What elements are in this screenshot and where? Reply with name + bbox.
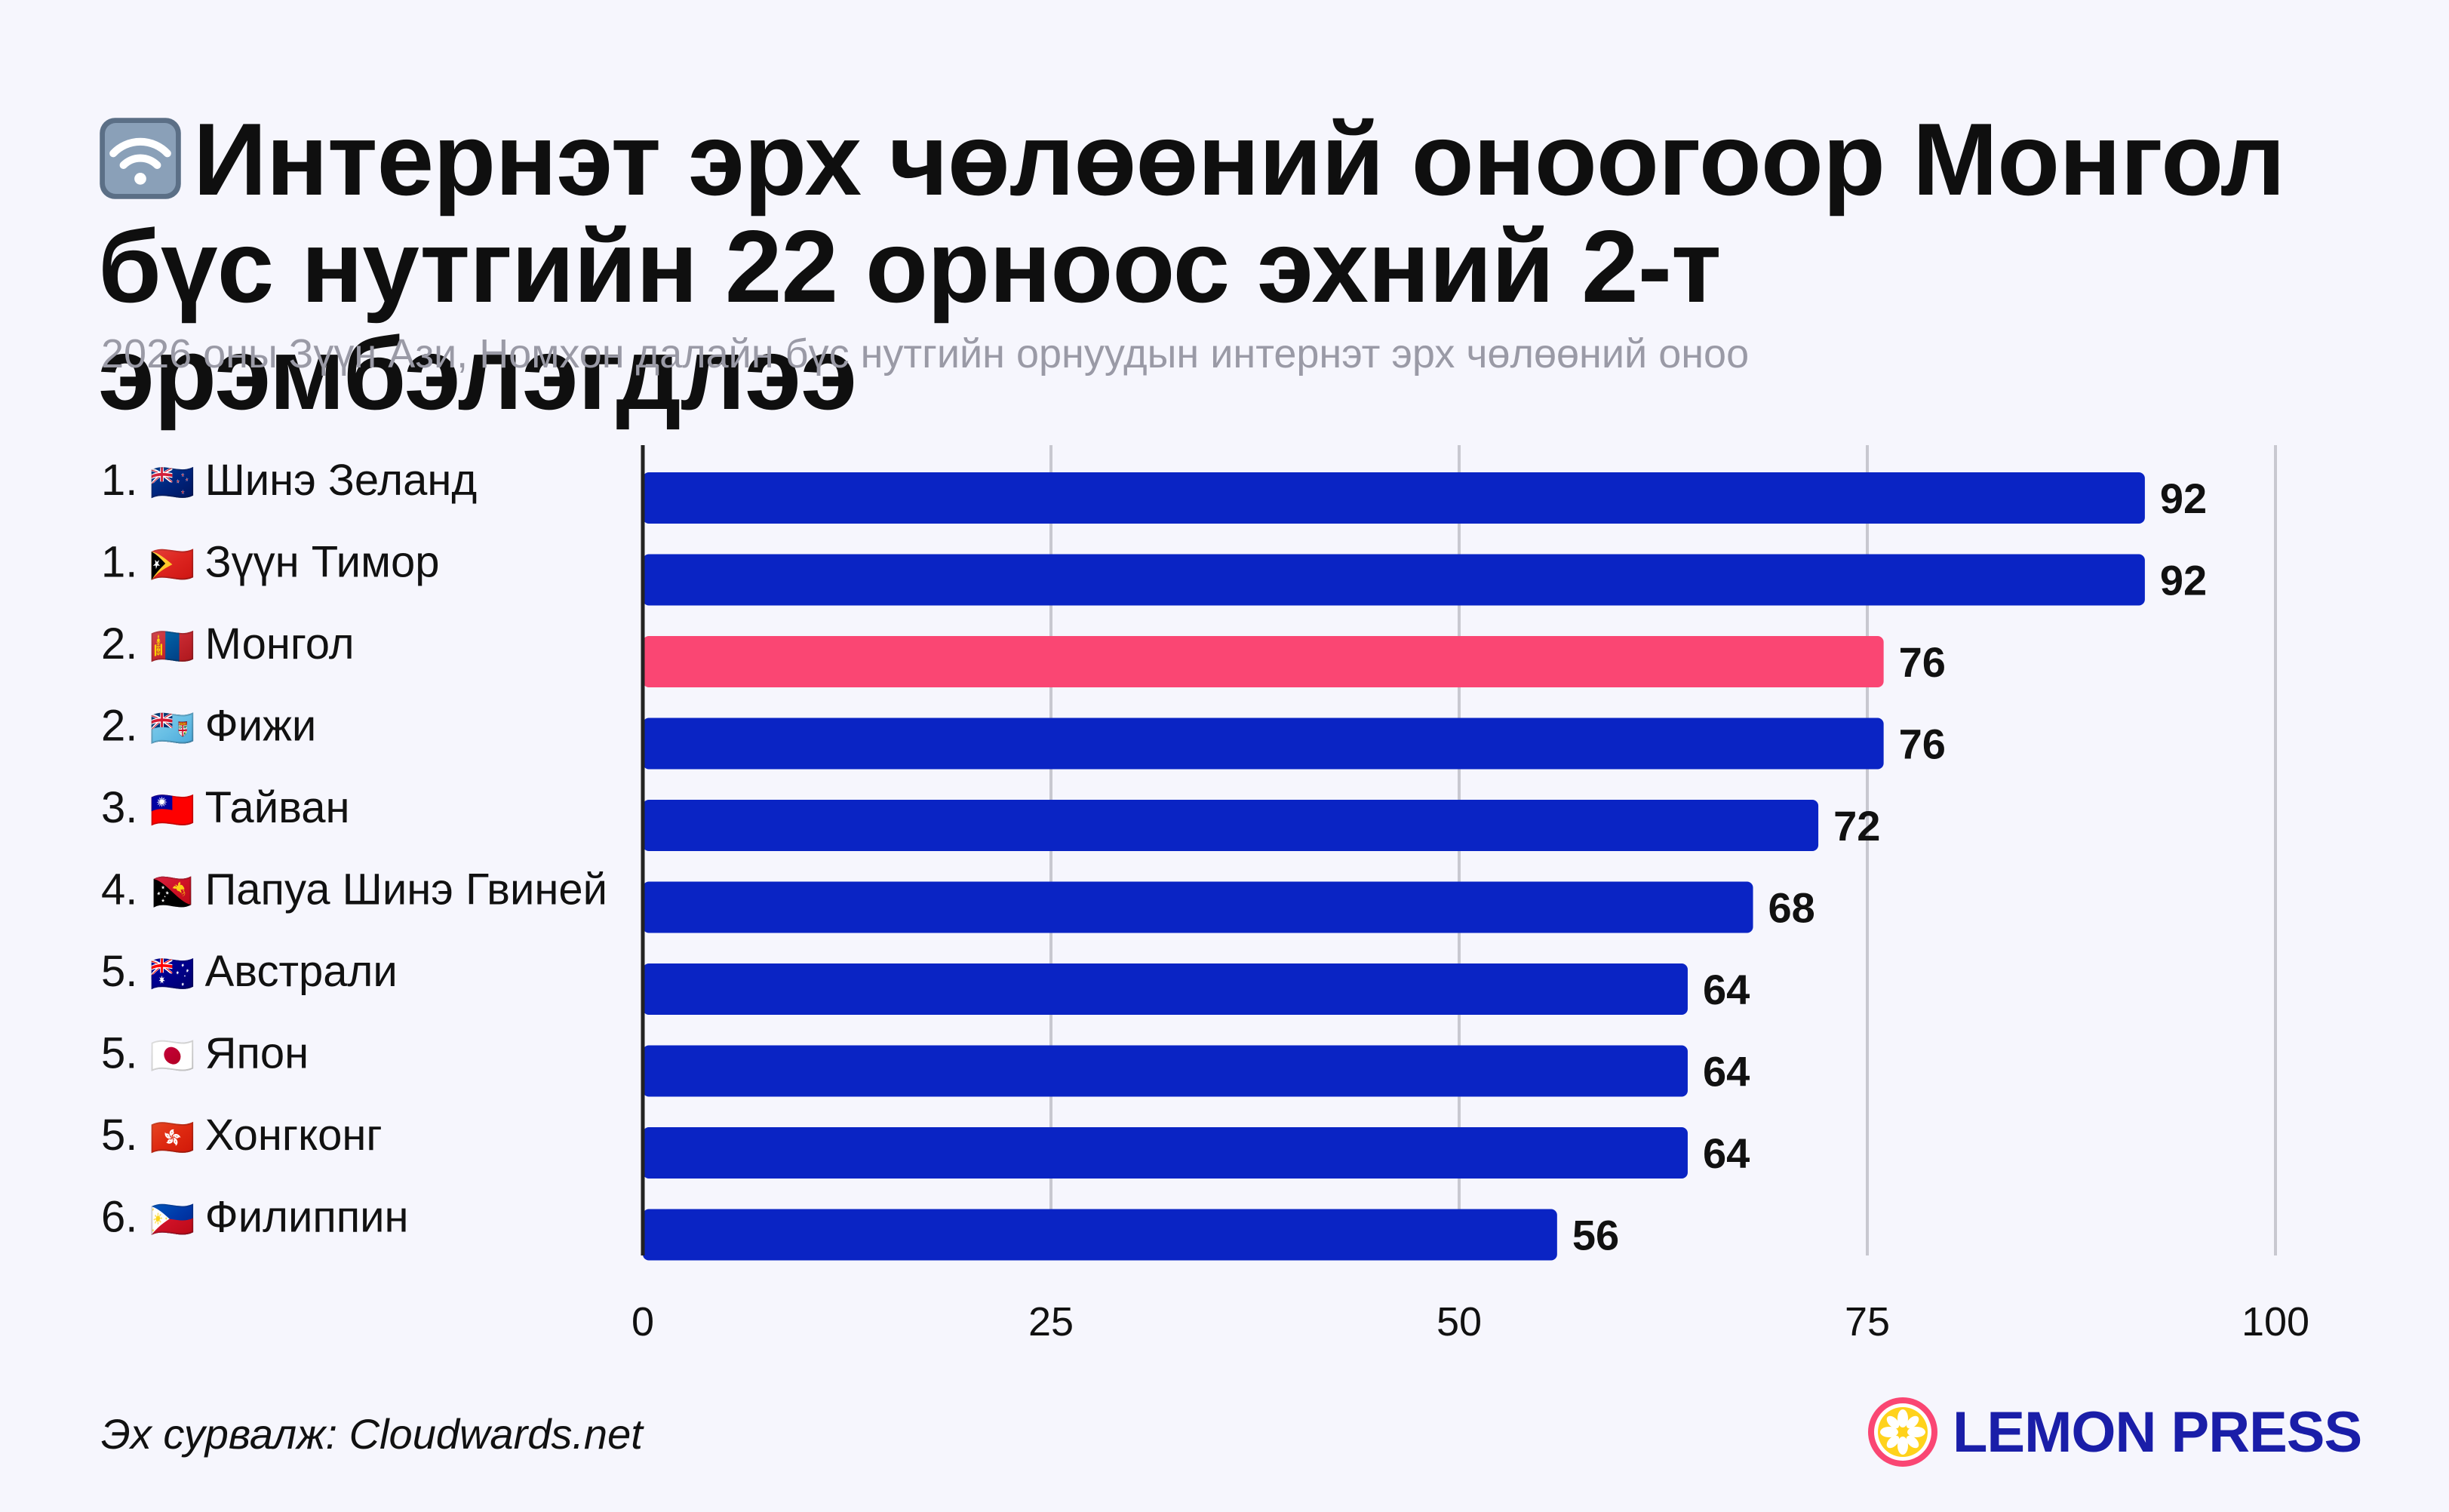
category-label: 5. 🇯🇵 Япон (101, 1029, 309, 1078)
bar (643, 718, 1884, 770)
data-label: 76 (1899, 638, 1946, 686)
lemon-icon (1868, 1397, 1937, 1467)
category-flag: 🇹🇼 (150, 791, 205, 831)
chart-title: Интернэт эрх чөлөөний оноогоор Монгол бү… (98, 106, 2399, 427)
data-label: 56 (1572, 1212, 1619, 1259)
data-label: 64 (1703, 1129, 1750, 1177)
category-name: Австрали (205, 947, 398, 996)
category-rank: 4. (101, 865, 150, 914)
category-label: 5. 🇦🇺 Австрали (101, 947, 398, 996)
category-rank: 1. (101, 456, 150, 505)
category-label: 2. 🇲🇳 Монгол (101, 619, 355, 668)
source-note: Эх сурвалж: Cloudwards.net (101, 1410, 643, 1458)
category-rank: 5. (101, 1111, 150, 1160)
category-label: 2. 🇫🇯 Фижи (101, 702, 316, 751)
bar-chart: 0 25 50 75 100 92 1. 🇳🇿 Шинэ Зеланд 92 1. 🇹🇱 Зүү… (101, 445, 2309, 1345)
category-name: Тайван (205, 783, 350, 832)
category-name: Филиппин (205, 1193, 409, 1242)
brand-logo: LEMON PRESS (1865, 1394, 2362, 1470)
logo-text: LEMON PRESS (1953, 1400, 2362, 1464)
bar (643, 1127, 1688, 1179)
bar (643, 1209, 1557, 1261)
category-name: Монгол (205, 619, 355, 668)
category-name: Зүүн Тимор (205, 538, 440, 587)
wifi-icon (100, 118, 181, 199)
x-tick-label: 75 (1845, 1299, 1890, 1345)
category-label: 5. 🇭🇰 Хонгконг (101, 1111, 383, 1160)
category-rank: 2. (101, 619, 150, 668)
category-flag: 🇭🇰 (150, 1118, 205, 1158)
chart-subtitle: 2026 оны Зүүн Ази, Номхон далайн бүс нут… (101, 331, 1750, 376)
category-flag: 🇳🇿 (150, 463, 205, 503)
bar (643, 636, 1884, 687)
category-label: 1. 🇹🇱 Зүүн Тимор (101, 538, 439, 587)
data-label: 64 (1703, 1048, 1750, 1096)
bar (643, 1045, 1688, 1097)
x-tick-label: 50 (1437, 1299, 1482, 1345)
bar (643, 472, 2145, 524)
category-name: Япон (205, 1029, 309, 1078)
data-label: 68 (1768, 884, 1815, 932)
category-flag: 🇲🇳 (150, 627, 205, 667)
data-label: 92 (2160, 557, 2207, 604)
data-label: 76 (1899, 721, 1946, 768)
data-label: 64 (1703, 966, 1750, 1013)
category-rank: 2. (101, 702, 150, 751)
category-rank: 3. (101, 783, 150, 832)
category-name: Шинэ Зеланд (205, 456, 478, 505)
category-label: 4. 🇵🇬 Папуа Шинэ Гвиней (101, 865, 607, 914)
x-tick-label: 25 (1028, 1299, 1074, 1345)
x-tick-label: 0 (631, 1299, 654, 1345)
category-rank: 1. (101, 538, 150, 587)
category-flag: 🇦🇺 (150, 953, 205, 994)
category-flag: 🇹🇱 (150, 545, 205, 585)
data-label: 72 (1833, 802, 1880, 850)
category-flag: 🇵🇭 (150, 1200, 205, 1240)
category-label: 6. 🇵🇭 Филиппин (101, 1193, 409, 1242)
chart-title-text: Интернэт эрх чөлөөний оноогоор Монгол бү… (98, 102, 2285, 431)
data-label: 92 (2160, 475, 2207, 522)
bar (643, 963, 1688, 1015)
category-name: Хонгконг (205, 1111, 383, 1160)
bar (643, 800, 1819, 851)
category-flag: 🇫🇯 (150, 709, 205, 749)
bar (643, 554, 2145, 606)
bar (643, 881, 1753, 933)
category-rank: 6. (101, 1193, 150, 1242)
category-label: 1. 🇳🇿 Шинэ Зеланд (101, 456, 477, 505)
category-rank: 5. (101, 1029, 150, 1078)
category-flag: 🇵🇬 (150, 871, 205, 913)
category-name: Фижи (205, 702, 317, 751)
category-name: Папуа Шинэ Гвиней (205, 865, 607, 914)
category-label: 3. 🇹🇼 Тайван (101, 783, 350, 832)
x-tick-label: 100 (2242, 1299, 2309, 1345)
category-flag: 🇯🇵 (150, 1037, 205, 1077)
category-rank: 5. (101, 947, 150, 996)
